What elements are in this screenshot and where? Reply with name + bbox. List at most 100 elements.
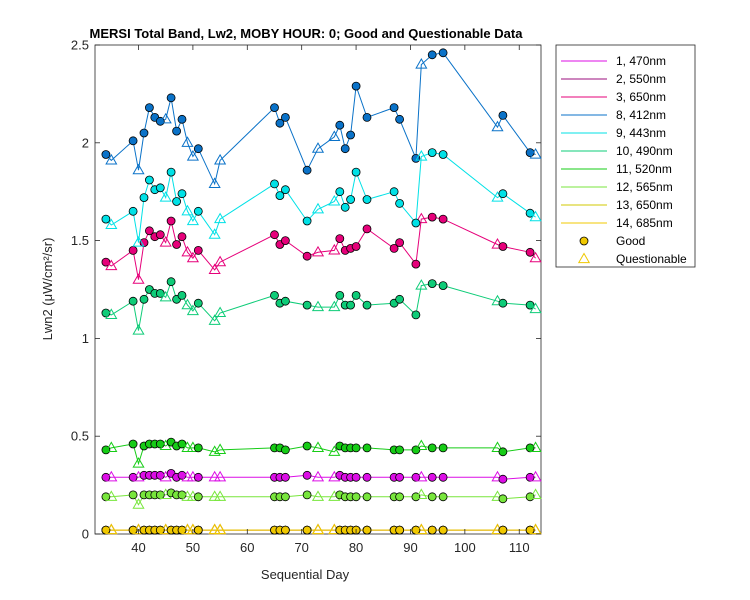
data-point-questionable <box>186 214 199 226</box>
data-point-questionable <box>214 255 227 267</box>
data-point-good <box>411 259 421 269</box>
legend-label: 2, 550nm <box>616 72 666 86</box>
data-point-good <box>128 490 138 500</box>
data-point-questionable <box>328 243 341 255</box>
data-point-good <box>351 290 361 300</box>
data-point-questionable <box>208 263 221 275</box>
legend-item: 10, 490nm <box>561 144 673 158</box>
data-point-questionable <box>132 236 145 247</box>
data-point-good <box>427 443 437 453</box>
data-point-good <box>389 103 399 112</box>
data-point-good <box>335 187 345 197</box>
data-point-questionable <box>186 304 199 316</box>
data-point-questionable <box>208 177 221 188</box>
data-point-good <box>280 236 290 246</box>
data-point-questionable <box>328 300 341 312</box>
data-point-good <box>346 300 356 310</box>
data-point-questionable <box>529 523 542 535</box>
data-point-good <box>128 245 138 255</box>
legend-item: 2, 550nm <box>561 72 666 86</box>
data-point-good <box>128 206 138 216</box>
legend-item: 12, 565nm <box>561 180 673 194</box>
data-point-good <box>395 114 405 124</box>
series-10 <box>101 523 542 535</box>
data-point-questionable <box>105 490 118 501</box>
series-6 <box>101 277 542 335</box>
data-point-questionable <box>214 153 227 165</box>
data-point-good <box>438 48 448 58</box>
data-point-questionable <box>105 470 118 482</box>
data-point-good <box>438 150 448 159</box>
data-point-good <box>128 136 138 146</box>
data-point-good <box>427 492 437 502</box>
data-point-questionable <box>208 445 221 456</box>
data-point-good <box>362 492 372 502</box>
data-point-good <box>346 195 356 204</box>
data-point-good <box>395 472 405 482</box>
data-point-good <box>139 193 149 203</box>
data-point-good <box>280 472 290 482</box>
data-point-questionable <box>415 470 428 482</box>
data-point-good <box>166 216 176 226</box>
data-point-good <box>438 443 448 453</box>
data-point-questionable <box>415 149 428 161</box>
y-tick-label: 2 <box>82 135 89 150</box>
y-tick-label: 0 <box>82 527 89 542</box>
data-point-good <box>302 165 312 175</box>
data-point-questionable <box>529 441 542 453</box>
data-point-questionable <box>181 204 194 216</box>
series-4 <box>101 48 542 188</box>
series-5 <box>101 148 542 247</box>
data-point-good <box>498 242 508 251</box>
data-point-good <box>351 81 361 91</box>
x-tick-label: 40 <box>131 540 145 555</box>
data-point-questionable <box>214 306 227 318</box>
data-point-good <box>351 242 361 251</box>
data-point-good <box>193 245 203 255</box>
data-point-good <box>144 226 154 236</box>
data-point-good <box>144 175 154 185</box>
data-point-good <box>427 212 437 222</box>
data-point-questionable <box>529 251 542 263</box>
legend-item: 1, 470nm <box>561 54 666 68</box>
data-point-good <box>438 525 448 535</box>
data-point-good <box>362 195 372 204</box>
data-point-questionable <box>311 142 325 153</box>
data-point-good <box>139 294 149 304</box>
data-point-questionable <box>328 445 341 456</box>
data-point-questionable <box>311 245 325 257</box>
data-point-questionable <box>105 441 118 453</box>
data-point-good <box>177 232 187 242</box>
data-point-good <box>177 189 187 199</box>
data-point-questionable <box>159 112 172 124</box>
data-point-good <box>335 120 345 130</box>
data-point-good <box>427 525 437 535</box>
data-point-good <box>193 206 203 216</box>
data-point-good <box>280 445 290 455</box>
data-point-good <box>362 443 372 453</box>
data-point-good <box>411 218 421 228</box>
data-point-questionable <box>491 441 504 453</box>
data-point-questionable <box>132 163 145 175</box>
data-point-good <box>270 103 279 112</box>
data-point-questionable <box>186 149 199 161</box>
legend-item: Good <box>579 234 645 248</box>
data-point-good <box>395 198 405 208</box>
data-point-questionable <box>529 302 542 314</box>
data-point-good <box>389 243 399 253</box>
data-point-good <box>302 470 312 480</box>
data-point-good <box>498 525 508 535</box>
data-point-good <box>177 290 187 300</box>
legend-item: 13, 650nm <box>561 198 673 212</box>
data-point-good <box>395 294 405 304</box>
data-point-questionable <box>311 441 325 453</box>
data-point-good <box>395 492 405 502</box>
legend-label: 8, 412nm <box>616 108 666 122</box>
data-point-questionable <box>415 212 428 224</box>
data-point-good <box>275 118 285 128</box>
data-point-good <box>438 472 448 482</box>
data-point-questionable <box>132 498 145 509</box>
data-point-good <box>193 144 203 154</box>
data-point-good <box>193 492 203 502</box>
data-point-good <box>389 187 399 197</box>
